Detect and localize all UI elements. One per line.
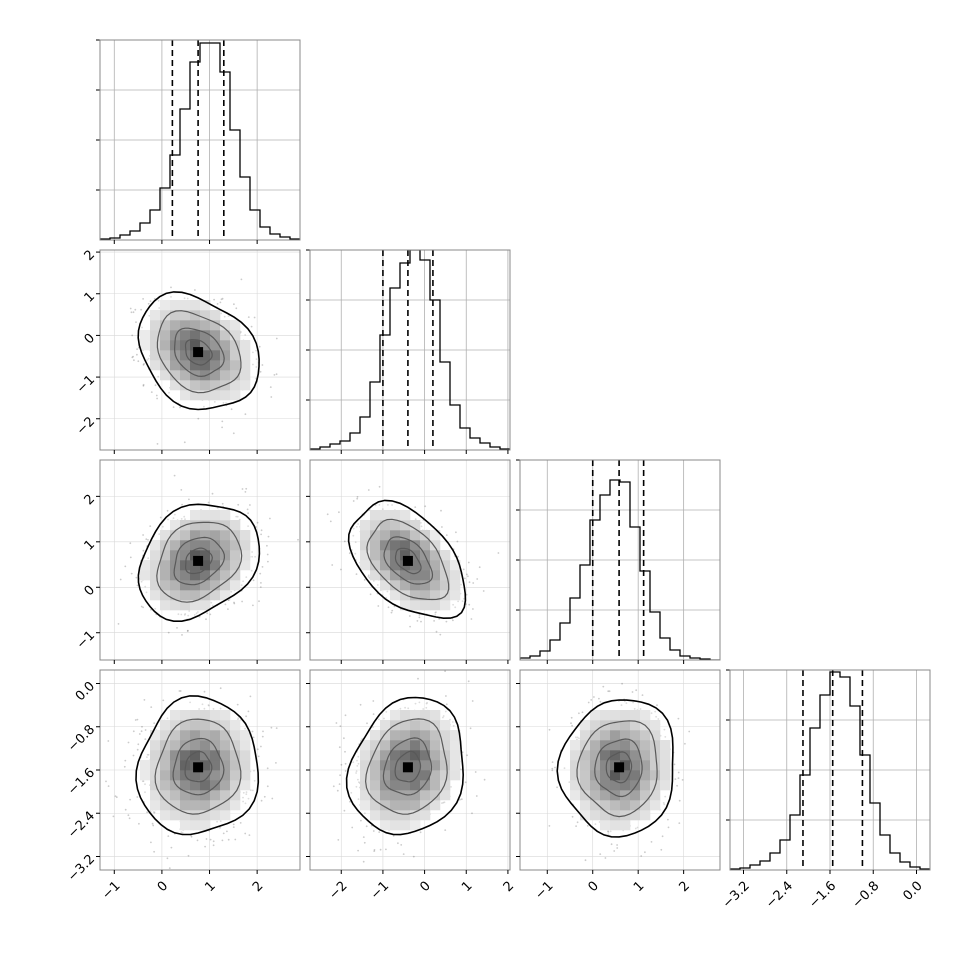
histogram-bars-3 (730, 671, 930, 870)
x-tick-label: −1 (99, 879, 123, 903)
density-peak (193, 555, 204, 566)
histogram-bars-1 (310, 250, 510, 450)
histogram-panel-1 (306, 249, 511, 454)
y-tick-label: −1 (74, 373, 98, 397)
y-tick-label: 0 (82, 583, 98, 599)
x-tick-label: −2.4 (763, 879, 796, 912)
x-tick-label: −3.2 (720, 879, 753, 912)
x-tick-label: 2 (676, 879, 692, 895)
x-tick-label: 2 (501, 879, 517, 895)
histogram-bars-2 (520, 479, 720, 660)
contour-line (605, 751, 633, 784)
contour-line (184, 547, 213, 575)
y-tick-label: −3.2 (65, 852, 98, 885)
y-tick-label: 0 (82, 331, 98, 347)
x-tick-label: 2 (250, 879, 266, 895)
histogram-panel-3 (726, 669, 931, 874)
contour-line (184, 750, 213, 783)
histogram-panel-0 (96, 39, 301, 244)
x-tick-label: 1 (459, 879, 475, 895)
y-tick-label: 0.0 (73, 679, 98, 704)
scatter-panel-2-0 (96, 459, 301, 664)
panel-frame (309, 249, 511, 451)
contour-line (383, 536, 434, 585)
histogram-bars-0 (100, 42, 300, 240)
contour-line (172, 737, 225, 796)
y-tick-label: −1.6 (65, 765, 98, 798)
contour-line (184, 339, 213, 366)
y-tick-label: −2 (74, 414, 98, 438)
density-peak (402, 555, 413, 566)
density-peak (614, 762, 625, 773)
y-tick-label: 1 (82, 289, 98, 305)
x-tick-label: 0 (417, 879, 433, 895)
y-tick-label: −2.4 (65, 809, 98, 842)
scatter-panel-3-2 (516, 669, 721, 874)
contour-line (382, 737, 433, 796)
contour-line (394, 750, 422, 783)
x-tick-label: −1 (368, 879, 392, 903)
scatter-panel-3-1 (306, 669, 511, 874)
x-tick-label: −1.6 (806, 879, 839, 912)
histogram-panel-2 (516, 459, 721, 664)
panel-frame (99, 249, 301, 451)
x-tick-label: 0.0 (901, 879, 926, 904)
x-tick-label: 1 (202, 879, 218, 895)
contour-line (364, 718, 448, 815)
y-tick-label: −1 (74, 628, 98, 652)
x-tick-label: 0 (586, 879, 602, 895)
scatter-panel-3-0 (96, 669, 301, 874)
contour-line (594, 738, 643, 798)
x-tick-label: −0.8 (850, 879, 883, 912)
x-tick-label: 0 (155, 879, 171, 895)
density-peak (193, 762, 204, 773)
x-tick-label: 1 (631, 879, 647, 895)
contour-line (366, 518, 450, 601)
contour-line (173, 536, 226, 586)
contour-line (173, 327, 225, 378)
panel-frame (99, 39, 301, 241)
contour-line (154, 718, 242, 815)
scatter-panel-2-1 (306, 459, 511, 664)
y-tick-label: 1 (82, 537, 98, 553)
contour-line (156, 310, 242, 394)
x-tick-label: −2 (326, 879, 350, 903)
y-tick-label: 2 (82, 248, 98, 264)
scatter-panel-1-0 (96, 249, 301, 454)
density-grid (360, 710, 461, 831)
y-tick-label: −0.8 (65, 722, 98, 755)
contour-line (576, 720, 658, 818)
panel-frame (99, 459, 301, 661)
panel-frame (309, 459, 511, 661)
panel-frame (519, 459, 721, 661)
contour-line (394, 547, 422, 575)
x-tick-label: −1 (532, 879, 556, 903)
density-grid (140, 510, 251, 611)
density-peak (402, 762, 413, 773)
y-tick-label: 2 (82, 492, 98, 508)
density-peak (193, 347, 204, 358)
contour-line (156, 521, 243, 603)
